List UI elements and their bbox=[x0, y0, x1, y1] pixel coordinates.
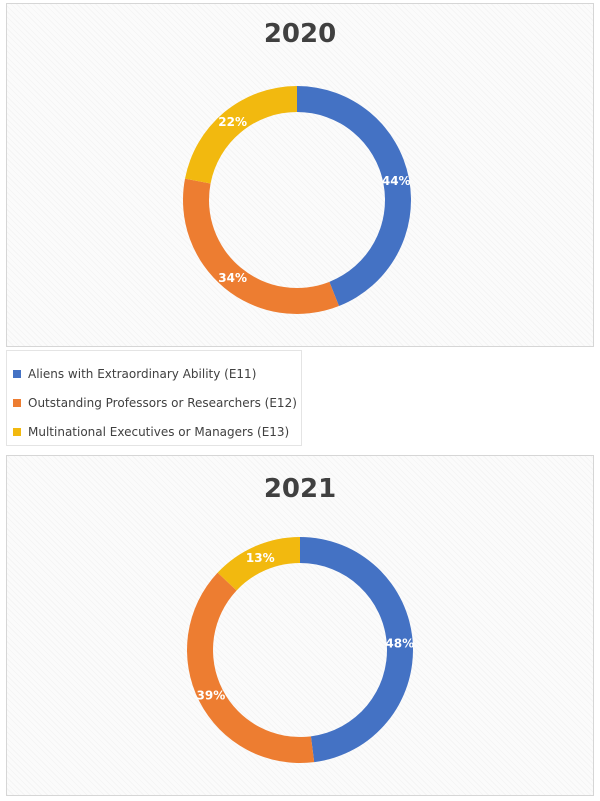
legend-swatch-e11 bbox=[13, 369, 21, 378]
chart-2021: 2021 48% 39% 13% bbox=[6, 455, 594, 796]
data-label-e12: 39% bbox=[197, 688, 226, 702]
donut-slice-e11 bbox=[297, 86, 411, 306]
data-label-e13: 22% bbox=[218, 115, 247, 129]
chart-title: 2020 bbox=[263, 19, 337, 49]
legend-label: Multinational Executives or Managers (E1… bbox=[28, 424, 290, 439]
donut-slice-e11 bbox=[300, 537, 413, 763]
chart-2020: 2020 44% 34% 22% bbox=[6, 3, 594, 347]
donut-slice-e12 bbox=[183, 178, 339, 314]
legend-item-e12: Outstanding Professors or Researchers (E… bbox=[7, 388, 301, 417]
donut-slice-e13 bbox=[185, 86, 297, 184]
data-label-e13: 13% bbox=[246, 551, 275, 565]
legend-swatch-e12 bbox=[13, 398, 21, 407]
legend-label: Aliens with Extraordinary Ability (E11) bbox=[28, 366, 257, 381]
donut-chart-2021: 48% 39% 13% bbox=[186, 537, 414, 763]
donut-chart-2020: 44% 34% 22% bbox=[183, 86, 411, 314]
donut-slice-e12 bbox=[186, 572, 315, 763]
chart-title: 2021 bbox=[263, 474, 337, 504]
legend-swatch-e13 bbox=[13, 427, 21, 436]
data-label-e11: 48% bbox=[385, 637, 414, 651]
data-label-e12: 34% bbox=[218, 271, 247, 285]
legend-item-e13: Multinational Executives or Managers (E1… bbox=[7, 417, 301, 446]
data-label-e11: 44% bbox=[382, 174, 411, 188]
donut-slice-e13 bbox=[217, 537, 300, 591]
legend: Aliens with Extraordinary Ability (E11) … bbox=[6, 350, 302, 446]
legend-item-e11: Aliens with Extraordinary Ability (E11) bbox=[7, 359, 301, 388]
legend-label: Outstanding Professors or Researchers (E… bbox=[28, 395, 297, 410]
